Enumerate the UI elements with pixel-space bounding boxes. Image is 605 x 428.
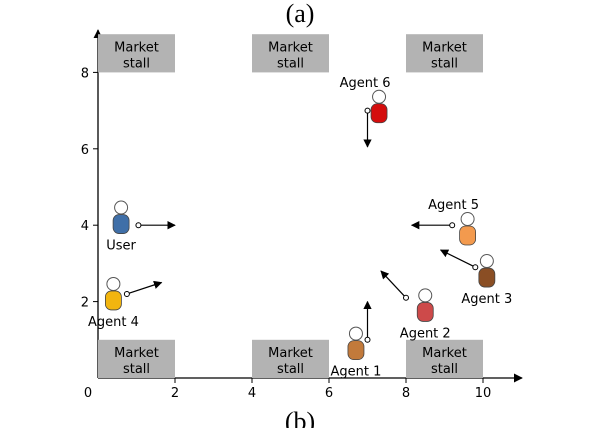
person-figure: User <box>106 200 137 254</box>
y-ticks: 2 4 6 8 <box>81 66 98 311</box>
motion-arrow <box>410 220 456 230</box>
market-stalls: MarketstallMarketstallMarketstallMarkets… <box>98 34 483 378</box>
person-body <box>459 225 477 246</box>
person-figure: Agent 1 <box>331 326 382 380</box>
y-tick-label: 8 <box>81 66 89 81</box>
arrow-tail-circle <box>364 336 371 343</box>
stall-label-line2: stall <box>277 362 304 377</box>
stall-box <box>406 34 483 73</box>
x-tick-label: 6 <box>325 386 333 401</box>
stall-box <box>252 339 329 378</box>
stall-label-line2: stall <box>123 362 150 377</box>
x-ticks: 0 2 4 6 8 10 <box>84 378 491 401</box>
motion-arrow <box>363 300 372 343</box>
stall-label-line1: Market <box>268 40 313 55</box>
person-body <box>347 340 365 361</box>
arrow-line <box>380 270 407 299</box>
person-head <box>348 326 363 341</box>
arrow-line <box>126 280 163 295</box>
person-body <box>112 214 130 234</box>
person-label: Agent 5 <box>428 198 479 213</box>
person-body <box>416 302 434 322</box>
y-tick-label: 6 <box>81 143 89 158</box>
stall-box <box>98 34 175 73</box>
arrow-tail-circle <box>449 222 456 229</box>
person-head <box>418 288 433 303</box>
person-figure: Agent 5 <box>428 198 479 246</box>
caption-bottom: (b) <box>285 407 315 428</box>
person-head <box>106 276 121 291</box>
arrow-tail-circle <box>135 222 142 229</box>
person-label: Agent 4 <box>88 315 139 330</box>
x-tick-label: 4 <box>248 386 256 401</box>
arrow-tail-circle <box>364 107 371 114</box>
motion-arrow <box>439 249 479 271</box>
stall-label-line1: Market <box>114 346 159 361</box>
arrow-line <box>439 249 476 268</box>
stall-box <box>98 339 175 378</box>
person-head <box>479 254 494 269</box>
stall-label-line2: stall <box>277 56 304 71</box>
arrow-tail-circle <box>403 294 409 301</box>
stall-label-line1: Market <box>422 346 467 361</box>
person-body <box>478 267 496 288</box>
person-body <box>105 290 122 311</box>
x-tick-label: 10 <box>475 386 492 401</box>
people: User Agent 4 Agent 6 Agent 5 Agent 3 Agent 2 A… <box>88 76 512 380</box>
motion-arrows <box>123 107 479 343</box>
stall-label-line2: stall <box>123 56 150 71</box>
stall-label-line1: Market <box>268 346 313 361</box>
person-body <box>370 103 388 124</box>
x-tick-label: 0 <box>84 386 92 401</box>
person-label: Agent 1 <box>331 365 382 380</box>
stall-label-line1: Market <box>422 40 467 55</box>
x-tick-label: 2 <box>171 386 179 401</box>
stall-box <box>252 34 329 73</box>
x-tick-label: 8 <box>402 386 410 401</box>
person-head <box>114 200 129 215</box>
person-label: Agent 6 <box>340 76 391 91</box>
person-head <box>372 89 387 104</box>
person-label: Agent 2 <box>400 326 451 341</box>
motion-arrow <box>123 280 163 297</box>
person-label: User <box>106 239 136 254</box>
motion-arrow <box>380 270 409 301</box>
stall-box <box>406 339 483 378</box>
person-label: Agent 3 <box>461 292 512 307</box>
y-tick-label: 4 <box>81 219 89 234</box>
person-figure: Agent 4 <box>88 276 139 330</box>
y-tick-label: 2 <box>81 296 89 311</box>
stall-label-line2: stall <box>431 56 458 71</box>
motion-arrow <box>135 220 176 230</box>
arrow-tail-circle <box>472 264 479 271</box>
person-head <box>460 212 475 227</box>
stall-label-line1: Market <box>114 40 159 55</box>
stall-label-line2: stall <box>431 362 458 377</box>
person-figure: Agent 3 <box>461 254 512 307</box>
arrow-tail-circle <box>123 290 130 297</box>
person-figure: Agent 2 <box>400 288 451 341</box>
caption-top: (a) <box>286 0 315 28</box>
person-figure: Agent 6 <box>340 76 391 124</box>
motion-arrow <box>363 107 372 148</box>
